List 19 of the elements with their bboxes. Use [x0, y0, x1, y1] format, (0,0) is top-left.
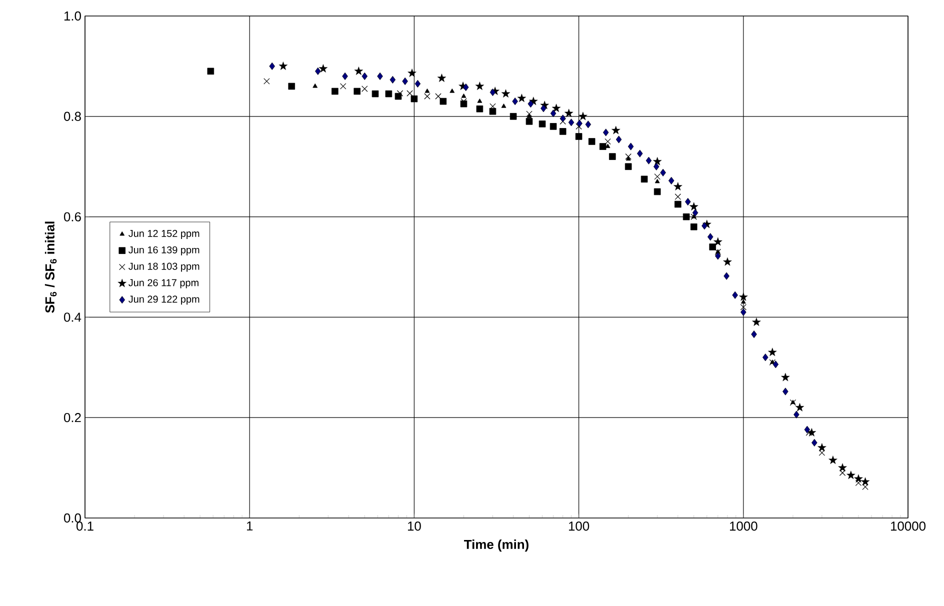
y-tick-label: 0.4 [64, 312, 82, 322]
x-axis-title: Time (min) [464, 540, 528, 552]
y-tick-label: 0.0 [64, 513, 81, 523]
legend-label: Jun 26 117 ppm [128, 279, 198, 288]
x-tick-label: 0.1 [76, 522, 94, 531]
y-tick-label: 1.0 [64, 11, 81, 21]
x-tick-label: 10 [408, 522, 421, 531]
x-tick-label: 100 [568, 522, 590, 531]
y-tick-label: 0.6 [64, 212, 81, 222]
y-tick-label: 0.2 [64, 413, 81, 422]
y-tick-label: 0.8 [64, 112, 81, 121]
legend-label: Jun 18 103 ppm [128, 262, 200, 272]
legend-label: Jun 16 139 ppm [128, 246, 200, 256]
legend-label: Jun 12 152 ppm [128, 230, 200, 239]
y-axis-title: SF$_{6}$ / SF$_{6}$ initial [44, 222, 57, 313]
legend-label: Jun 29 122 ppm [128, 296, 200, 305]
x-tick-label: 1000 [730, 522, 758, 531]
x-tick-label: 1 [246, 522, 253, 530]
x-tick-label: 10000 [890, 522, 926, 531]
